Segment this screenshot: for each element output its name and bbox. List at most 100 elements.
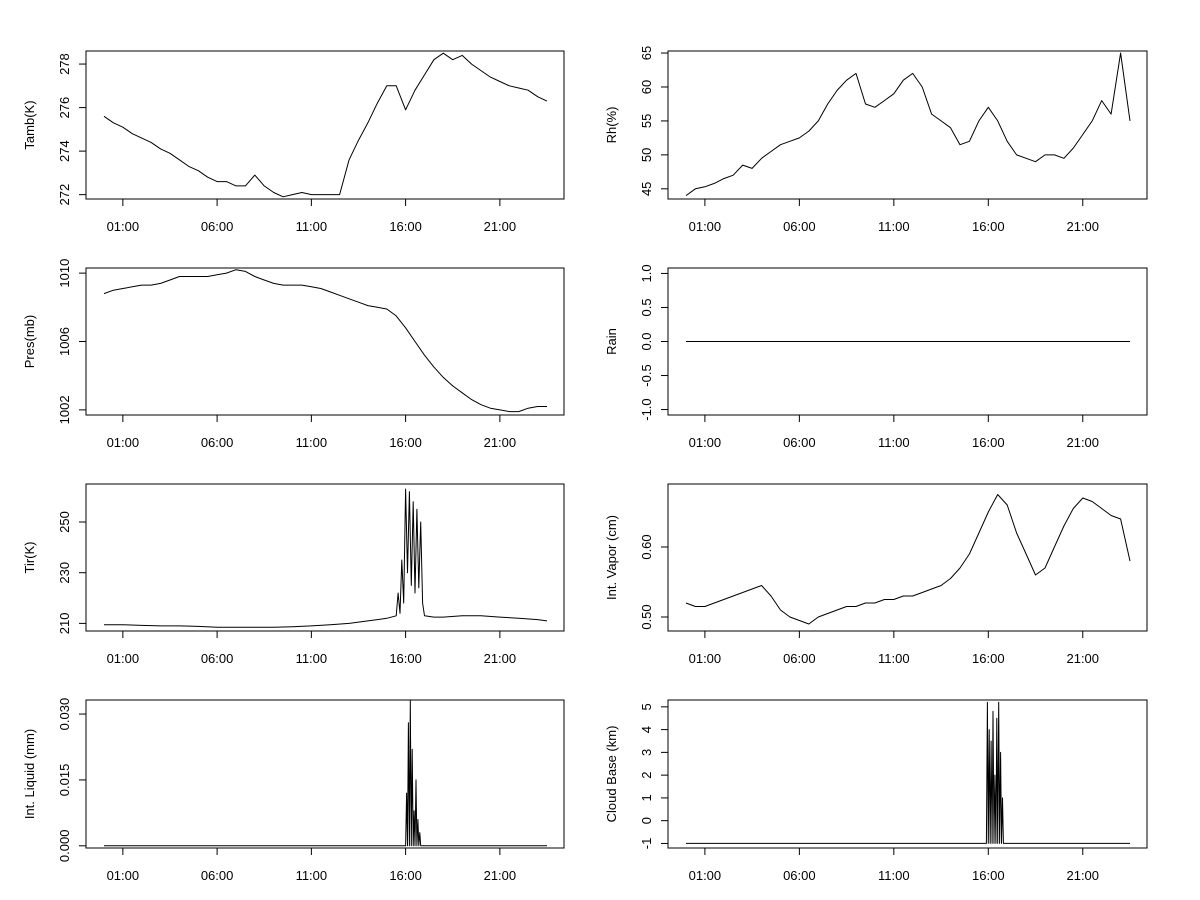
x-tick-label: 06:00 xyxy=(201,435,234,450)
x-tick-label: 06:00 xyxy=(201,219,234,234)
x-axis: 01:00 06:00 11:00 16:00 21:00 xyxy=(689,415,1099,450)
y-tick-label: 65 xyxy=(639,46,654,60)
y-tick-label: 0.030 xyxy=(57,698,72,731)
y-axis: 210 230 250 xyxy=(57,511,86,634)
y-tick-label: 230 xyxy=(57,562,72,584)
y-axis-label: Int. Vapor (cm) xyxy=(604,515,619,600)
y-axis: -1.0 -0.5 0.0 0.5 1.0 xyxy=(639,264,668,421)
panel-1: 01:00 06:00 11:00 16:00 21:00 272 274 276 278 Tam… xyxy=(22,50,565,234)
panel-5: 01:00 06:00 11:00 16:00 21:00 210 230 250 Tir(K) xyxy=(22,483,565,666)
panel-8: 01:00 06:00 11:00 16:00 21:00 -1 0 1 2 3 4 5 Cloud B… xyxy=(604,699,1148,883)
y-tick-label: 0.5 xyxy=(639,298,654,316)
x-tick-label: 16:00 xyxy=(972,651,1005,666)
x-tick-label: 21:00 xyxy=(484,435,517,450)
series-line xyxy=(104,488,548,628)
y-tick-label: 1 xyxy=(639,794,654,801)
y-tick-label: 1010 xyxy=(57,259,72,288)
y-tick-label: 3 xyxy=(639,749,654,756)
panel-3: 01:00 06:00 11:00 16:00 21:00 1002 1006 1010 Pre… xyxy=(22,259,565,450)
x-tick-label: 21:00 xyxy=(484,868,517,883)
x-tick-label: 16:00 xyxy=(389,219,422,234)
y-tick-label: 2 xyxy=(639,772,654,779)
y-tick-label: 4 xyxy=(639,726,654,733)
x-tick-label: 01:00 xyxy=(689,868,722,883)
x-tick-label: 11:00 xyxy=(296,651,328,666)
x-tick-label: 16:00 xyxy=(972,868,1005,883)
x-tick-label: 01:00 xyxy=(689,435,722,450)
plot-frame xyxy=(85,50,565,200)
panel-2: 01:00 06:00 11:00 16:00 21:00 45 50 55 60 65 Rh(%) xyxy=(604,46,1148,234)
x-axis: 01:00 06:00 11:00 16:00 21:00 xyxy=(107,415,517,450)
x-tick-label: 16:00 xyxy=(389,435,422,450)
plot-frame xyxy=(85,699,565,849)
x-tick-label: 06:00 xyxy=(783,651,816,666)
x-tick-label: 16:00 xyxy=(389,868,422,883)
y-axis-label: Rh(%) xyxy=(604,107,619,144)
y-tick-label: 1002 xyxy=(57,395,72,424)
plot-frame xyxy=(667,483,1148,632)
x-tick-label: 21:00 xyxy=(1066,435,1099,450)
x-tick-label: 11:00 xyxy=(878,868,910,883)
y-tick-label: -1.0 xyxy=(639,398,654,420)
y-axis-label: Pres(mb) xyxy=(22,315,37,368)
x-tick-label: 01:00 xyxy=(107,651,140,666)
y-tick-label: 0.60 xyxy=(639,534,654,559)
panel-6: 01:00 06:00 11:00 16:00 21:00 0.50 0.60 Int. Va… xyxy=(604,483,1148,666)
x-tick-label: 01:00 xyxy=(107,435,140,450)
y-axis-label: Tamb(K) xyxy=(22,100,37,149)
y-tick-label: 278 xyxy=(57,53,72,75)
x-tick-label: 06:00 xyxy=(783,868,816,883)
y-axis: 272 274 276 278 xyxy=(57,53,86,205)
series-line xyxy=(104,700,547,847)
plot-frame xyxy=(667,50,1148,200)
series-line xyxy=(103,52,548,198)
y-tick-label: 55 xyxy=(639,114,654,128)
y-axis-label: Cloud Base (km) xyxy=(604,726,619,823)
x-axis: 01:00 06:00 11:00 16:00 21:00 xyxy=(107,848,517,883)
y-axis: 0.000 0.015 0.030 xyxy=(57,698,86,862)
x-tick-label: 06:00 xyxy=(201,651,234,666)
x-tick-label: 11:00 xyxy=(878,651,910,666)
x-tick-label: 11:00 xyxy=(296,435,328,450)
y-tick-label: 0 xyxy=(639,817,654,824)
x-tick-label: 16:00 xyxy=(972,435,1005,450)
x-axis: 01:00 06:00 11:00 16:00 21:00 xyxy=(107,631,516,666)
y-tick-label: 60 xyxy=(639,80,654,94)
x-tick-label: 01:00 xyxy=(689,651,722,666)
x-tick-label: 01:00 xyxy=(107,868,140,883)
y-tick-label: -0.5 xyxy=(639,364,654,386)
x-tick-label: 21:00 xyxy=(1066,219,1099,234)
y-tick-label: 0.0 xyxy=(639,332,654,350)
x-tick-label: 11:00 xyxy=(296,868,328,883)
y-axis-label: Tir(K) xyxy=(22,541,37,573)
y-tick-label: 272 xyxy=(57,184,72,206)
y-axis-label: Rain xyxy=(604,328,619,355)
x-tick-label: 01:00 xyxy=(107,219,140,234)
x-tick-label: 11:00 xyxy=(878,435,910,450)
y-tick-label: 1006 xyxy=(57,327,72,356)
panel-4: 01:00 06:00 11:00 16:00 21:00 -1.0 -0.5 0.0 0.5 1… xyxy=(604,264,1148,450)
y-tick-label: 274 xyxy=(57,140,72,162)
x-axis: 01:00 06:00 11:00 16:00 21:00 xyxy=(689,199,1099,234)
x-axis: 01:00 06:00 11:00 16:00 21:00 xyxy=(689,631,1099,666)
y-tick-label: 45 xyxy=(639,182,654,196)
x-tick-label: 06:00 xyxy=(783,219,816,234)
x-tick-label: 06:00 xyxy=(783,435,816,450)
y-tick-label: 0.015 xyxy=(57,764,72,797)
y-tick-label: 1.0 xyxy=(639,264,654,282)
plot-frame xyxy=(85,483,565,632)
panel-7: 01:00 06:00 11:00 16:00 21:00 0.000 0.015 0.030… xyxy=(22,698,565,883)
x-axis: 01:00 06:00 11:00 16:00 21:00 xyxy=(689,848,1099,883)
x-tick-label: 21:00 xyxy=(1066,868,1099,883)
y-tick-label: 210 xyxy=(57,613,72,635)
y-tick-label: -1 xyxy=(639,838,654,850)
x-tick-label: 11:00 xyxy=(296,219,328,234)
y-tick-label: 276 xyxy=(57,97,72,119)
y-tick-label: 0.50 xyxy=(639,604,654,629)
plot-frame xyxy=(667,699,1148,849)
x-tick-label: 21:00 xyxy=(1066,651,1099,666)
y-axis: 0.50 0.60 xyxy=(639,534,668,630)
y-tick-label: 5 xyxy=(639,703,654,710)
x-tick-label: 01:00 xyxy=(689,219,722,234)
